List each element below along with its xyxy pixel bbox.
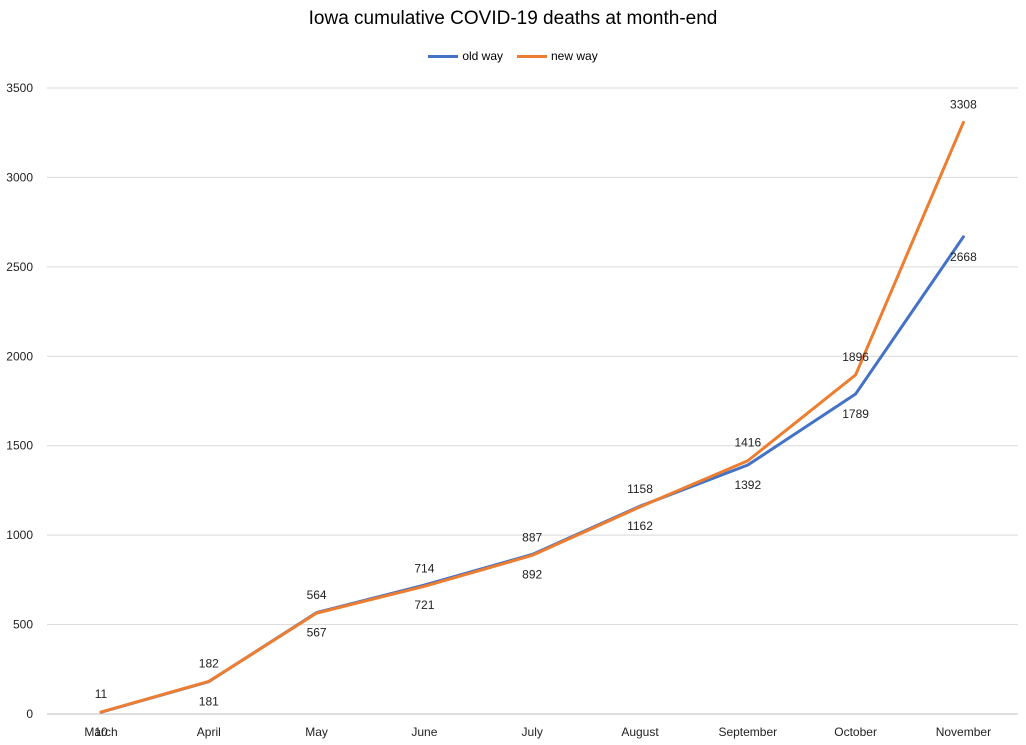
legend-item-new-way: new way [517, 49, 598, 63]
x-tick-label: November [936, 725, 991, 739]
y-tick-label: 500 [13, 618, 33, 632]
legend-label-old-way: old way [462, 49, 503, 63]
data-label-old-way: 10 [94, 725, 108, 739]
data-label-old-way: 721 [414, 598, 434, 612]
data-label-old-way: 1162 [627, 519, 653, 533]
x-tick-label: September [718, 725, 777, 739]
y-tick-label: 0 [26, 707, 33, 721]
legend-item-old-way: old way [428, 49, 503, 63]
x-tick-label: May [305, 725, 328, 739]
data-label-new-way: 182 [199, 656, 219, 670]
x-tick-label: August [621, 725, 659, 739]
data-label-old-way: 2668 [950, 250, 977, 264]
x-tick-label: April [197, 725, 221, 739]
data-label-old-way: 567 [307, 626, 327, 640]
x-tick-label: October [834, 725, 877, 739]
data-label-new-way: 1416 [734, 436, 761, 450]
y-tick-label: 1000 [6, 528, 33, 542]
legend-swatch-old-way [428, 54, 459, 58]
data-label-new-way: 714 [414, 561, 434, 575]
data-label-old-way: 1789 [842, 407, 869, 421]
data-label-new-way: 3308 [950, 97, 977, 111]
series-line-old-way [99, 235, 965, 714]
data-label-new-way: 1896 [842, 350, 869, 364]
data-label-old-way: 1392 [734, 478, 761, 492]
data-label-old-way: 181 [199, 695, 219, 709]
data-label-new-way: 1158 [627, 482, 653, 496]
data-label-new-way: 564 [307, 588, 327, 602]
data-label-new-way: 11 [95, 687, 108, 701]
legend-label-new-way: new way [551, 49, 598, 63]
legend-swatch-new-way [517, 54, 547, 58]
x-tick-label: March [84, 725, 117, 739]
series-line-new-way [99, 120, 965, 714]
legend: old way new way [0, 49, 1026, 63]
data-label-old-way: 892 [522, 567, 542, 581]
y-tick-label: 3500 [6, 81, 33, 95]
x-tick-label: June [411, 725, 437, 739]
y-tick-label: 2000 [6, 349, 33, 363]
y-tick-label: 2500 [6, 260, 33, 274]
y-tick-label: 3000 [6, 170, 33, 184]
chart-title: Iowa cumulative COVID-19 deaths at month… [308, 8, 718, 29]
x-tick-label: July [522, 725, 543, 739]
y-tick-label: 1500 [6, 439, 33, 453]
data-label-new-way: 887 [522, 530, 542, 544]
